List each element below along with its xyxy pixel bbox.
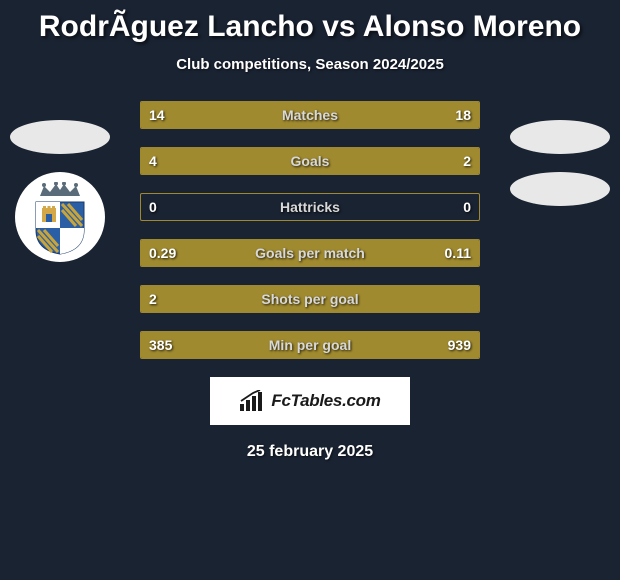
player2-badges (510, 120, 610, 224)
footer-brand-logo: FcTables.com (210, 377, 410, 425)
stat-label: Goals (141, 148, 479, 174)
crest-shield-icon (32, 200, 88, 256)
crest-crown-icon (38, 182, 82, 198)
page-date: 25 february 2025 (0, 443, 620, 461)
stat-label: Matches (141, 102, 479, 128)
page-title: RodrÃ­guez Lancho vs Alonso Moreno (0, 0, 620, 44)
stat-value-right: 0 (463, 194, 471, 220)
stat-row: 385 Min per goal 939 (140, 331, 480, 359)
footer-brand-text: FcTables.com (271, 391, 380, 411)
brand-chart-icon (239, 390, 265, 412)
player1-club-crest (15, 172, 105, 262)
player1-badge-oval (10, 120, 110, 154)
stat-value-right: 18 (455, 102, 471, 128)
stat-value-right: 2 (463, 148, 471, 174)
stat-row: 0 Hattricks 0 (140, 193, 480, 221)
player2-badge-oval-2 (510, 172, 610, 206)
stat-label: Shots per goal (141, 286, 479, 312)
player2-badge-oval-1 (510, 120, 610, 154)
stat-row: 14 Matches 18 (140, 101, 480, 129)
stat-row: 4 Goals 2 (140, 147, 480, 175)
stat-label: Hattricks (141, 194, 479, 220)
stat-row: 0.29 Goals per match 0.11 (140, 239, 480, 267)
stat-label: Min per goal (141, 332, 479, 358)
stat-label: Goals per match (141, 240, 479, 266)
comparison-bars: 14 Matches 18 4 Goals 2 0 Hattricks 0 0.… (140, 101, 480, 359)
stat-row: 2 Shots per goal (140, 285, 480, 313)
stat-value-right: 939 (448, 332, 471, 358)
page-subtitle: Club competitions, Season 2024/2025 (0, 56, 620, 73)
player1-badges (10, 120, 110, 262)
stat-value-right: 0.11 (445, 240, 471, 266)
